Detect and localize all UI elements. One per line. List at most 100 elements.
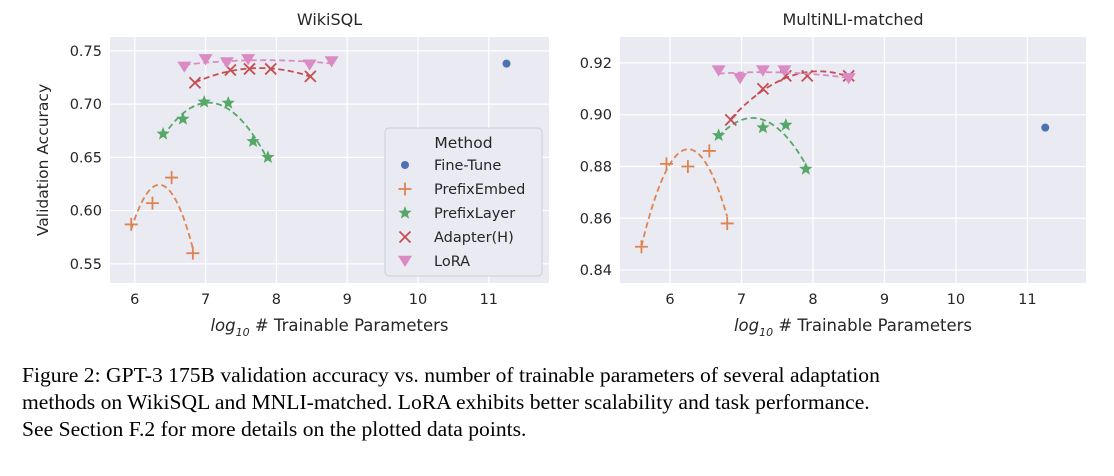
data-point — [702, 144, 716, 158]
data-point — [755, 65, 770, 77]
series-lora — [177, 54, 339, 73]
data-point — [1041, 123, 1050, 132]
data-point — [777, 65, 792, 77]
chart-title: WikiSQL — [297, 10, 362, 29]
legend-marker — [398, 230, 412, 244]
x-tick-label: 11 — [1018, 292, 1036, 308]
x-tick-label: 10 — [947, 292, 965, 308]
data-point — [801, 69, 814, 82]
series-adapter-h- — [188, 62, 317, 89]
chart-panel-1: 6 7 8 9 10 110.550.600.650.700.75WikiSQLlog10… — [34, 10, 549, 339]
caption-line-1: Figure 2: GPT-3 175B validation accuracy… — [22, 363, 880, 387]
figure: 6 7 8 9 10 110.550.600.650.700.75WikiSQLlog10… — [34, 10, 1086, 339]
series-prefixembed — [124, 171, 200, 260]
x-tick-label: 7 — [737, 292, 746, 308]
data-point — [156, 126, 170, 140]
y-tick-label: 0.90 — [580, 108, 612, 124]
series-prefixembed — [634, 144, 734, 254]
data-point — [304, 70, 317, 83]
series-fine-tune — [502, 59, 511, 68]
legend-marker — [401, 161, 409, 169]
legend-marker — [398, 255, 412, 267]
y-tick-label: 0.55 — [70, 257, 102, 273]
legend-title: Method — [434, 134, 492, 152]
data-point — [681, 159, 695, 173]
data-point — [799, 162, 813, 175]
data-point — [756, 82, 770, 95]
trend-line — [194, 67, 311, 84]
x-axis-label-log: log — [734, 316, 759, 335]
x-axis-label-subscript: 10 — [759, 326, 773, 339]
data-point — [165, 171, 179, 185]
caption-line-3: See Section F.2 for more details on the … — [22, 417, 527, 441]
x-tick-label: 11 — [480, 292, 498, 308]
data-point — [724, 113, 737, 126]
x-tick-label: 6 — [130, 292, 139, 308]
legend-marker — [398, 182, 412, 196]
data-point — [176, 112, 190, 125]
series-lora — [711, 65, 856, 85]
data-point — [145, 196, 159, 210]
data-point — [302, 59, 317, 71]
data-point — [243, 62, 256, 76]
legend-box — [384, 127, 543, 277]
legend-entry: PrefixLayer — [434, 206, 515, 222]
data-point — [711, 128, 726, 142]
legend-marker — [398, 206, 412, 219]
data-point — [197, 94, 211, 108]
y-tick-label: 0.70 — [70, 97, 102, 113]
legend-entry: PrefixEmbed — [434, 182, 525, 198]
chart-title: MultiNLI-matched — [782, 10, 923, 29]
trend-line — [184, 59, 332, 66]
data-point — [756, 120, 770, 134]
x-tick-label: 8 — [272, 292, 281, 308]
x-tick-label: 9 — [880, 292, 889, 308]
series-fine-tune — [1041, 123, 1050, 132]
legend-entry: Fine-Tune — [434, 158, 501, 174]
x-axis-label-text: # Trainable Parameters — [773, 316, 972, 335]
data-point — [188, 76, 202, 89]
legend-entry: Adapter(H) — [434, 230, 514, 246]
data-point — [246, 134, 260, 148]
x-tick-label: 9 — [343, 292, 352, 308]
data-point — [186, 246, 200, 260]
data-point — [124, 217, 138, 231]
data-point — [634, 240, 648, 254]
y-tick-label: 0.88 — [580, 159, 612, 175]
chart-panel-2: 6 7 8 9 10 11 0.84 0.86 0.88 0.90 0.92 MultiNLI-mat… — [580, 10, 1086, 339]
x-tick-label: 10 — [409, 292, 427, 308]
data-point — [841, 73, 856, 85]
data-point — [221, 96, 235, 109]
x-tick-label: 7 — [201, 292, 210, 308]
figure-caption: Figure 2: GPT-3 175B validation accuracy… — [22, 362, 1094, 443]
plot-area — [620, 37, 1086, 283]
legend-entry: LoRA — [434, 254, 470, 270]
data-point — [711, 65, 726, 77]
x-axis-label: log10 # Trainable Parameters — [734, 316, 972, 339]
x-axis-label-text: # Trainable Parameters — [250, 316, 449, 335]
data-point — [502, 59, 511, 68]
y-tick-label: 0.84 — [580, 263, 612, 279]
x-axis-label-log: log — [210, 316, 235, 335]
y-tick-label: 0.86 — [580, 211, 612, 227]
x-tick-label: 8 — [808, 292, 817, 308]
legend: Method Fine-Tune PrefixEmbed PrefixLayer Ada… — [384, 127, 543, 277]
data-point — [177, 61, 192, 73]
trend-line — [130, 183, 194, 249]
data-point — [720, 216, 734, 230]
series-prefixlayer — [156, 94, 275, 163]
series-prefixlayer — [711, 117, 813, 175]
x-axis-label-subscript: 10 — [236, 326, 250, 339]
data-point — [264, 62, 277, 76]
y-tick-label: 0.92 — [580, 56, 612, 72]
trend-line — [718, 71, 849, 79]
y-axis-label: Validation Accuracy — [34, 84, 52, 236]
data-point — [779, 118, 793, 131]
x-axis-label: log10 # Trainable Parameters — [210, 316, 448, 339]
data-point — [659, 157, 673, 171]
data-point — [241, 54, 256, 66]
data-point — [198, 54, 213, 66]
y-tick-label: 0.75 — [70, 44, 102, 60]
x-tick-label: 6 — [665, 292, 674, 308]
data-point — [324, 56, 339, 68]
